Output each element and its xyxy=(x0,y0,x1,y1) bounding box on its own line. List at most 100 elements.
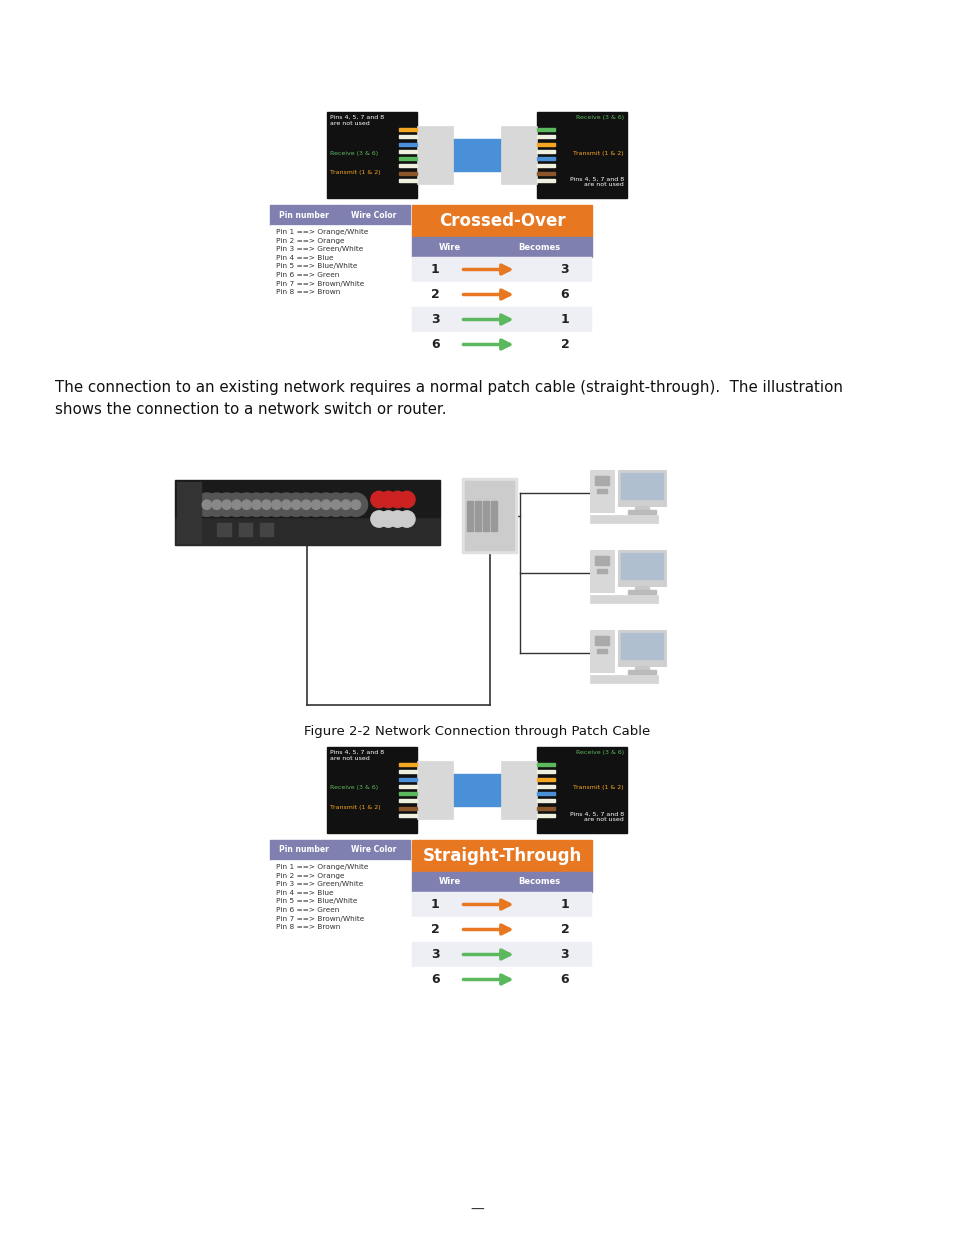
Circle shape xyxy=(314,493,337,516)
Text: 1: 1 xyxy=(560,312,569,326)
Bar xyxy=(398,149,416,153)
Circle shape xyxy=(389,511,405,527)
Bar xyxy=(398,771,416,773)
Bar xyxy=(398,763,416,766)
Text: Pins 4, 5, 7 and 8
are not used: Pins 4, 5, 7 and 8 are not used xyxy=(569,177,623,188)
Circle shape xyxy=(398,492,415,508)
Circle shape xyxy=(331,500,340,509)
Bar xyxy=(475,500,481,531)
Circle shape xyxy=(344,493,367,516)
Bar xyxy=(537,142,555,146)
Bar xyxy=(537,785,555,788)
Bar xyxy=(537,806,555,810)
Bar xyxy=(537,799,555,803)
Text: Transmit (1 & 2): Transmit (1 & 2) xyxy=(573,785,623,790)
Text: 2: 2 xyxy=(560,923,569,936)
Text: 2: 2 xyxy=(431,288,439,301)
Bar xyxy=(618,471,665,506)
Circle shape xyxy=(254,493,278,516)
Text: Pin 1 ==> Orange/White
Pin 2 ==> Orange
Pin 3 ==> Green/White
Pin 4 ==> Blue
Pin: Pin 1 ==> Orange/White Pin 2 ==> Orange … xyxy=(275,864,368,930)
Bar xyxy=(537,792,555,795)
Text: Wire: Wire xyxy=(438,878,460,887)
Bar xyxy=(336,205,410,225)
Bar xyxy=(270,840,336,860)
Bar xyxy=(412,967,592,992)
Text: Transmit (1 & 2): Transmit (1 & 2) xyxy=(573,151,623,156)
Bar xyxy=(416,126,453,184)
Circle shape xyxy=(205,493,228,516)
Bar xyxy=(537,747,626,834)
Bar xyxy=(620,553,662,579)
Bar xyxy=(465,480,514,550)
Bar xyxy=(398,785,416,788)
Text: 3: 3 xyxy=(560,948,569,961)
Bar xyxy=(589,630,614,672)
Text: Transmit (1 & 2): Transmit (1 & 2) xyxy=(330,169,380,174)
Bar xyxy=(336,840,410,860)
Bar xyxy=(589,674,658,683)
Bar xyxy=(327,112,416,198)
Bar xyxy=(270,860,410,1008)
Bar xyxy=(627,671,656,673)
Bar xyxy=(537,157,555,161)
Text: 6: 6 xyxy=(431,338,439,351)
Bar xyxy=(327,747,416,834)
Circle shape xyxy=(301,500,311,509)
Circle shape xyxy=(214,493,238,516)
Text: Pin number: Pin number xyxy=(278,210,328,220)
Text: 2: 2 xyxy=(431,923,439,936)
Text: Pin number: Pin number xyxy=(278,846,328,855)
Bar xyxy=(500,126,537,184)
Bar xyxy=(467,500,473,531)
Bar xyxy=(270,225,410,373)
Bar xyxy=(217,522,232,537)
Circle shape xyxy=(371,492,387,508)
Text: Wire Color: Wire Color xyxy=(351,210,395,220)
Text: Pin 1 ==> Orange/White
Pin 2 ==> Orange
Pin 3 ==> Green/White
Pin 4 ==> Blue
Pin: Pin 1 ==> Orange/White Pin 2 ==> Orange … xyxy=(275,228,368,295)
Bar xyxy=(597,569,606,573)
Text: Pins 4, 5, 7 and 8
are not used: Pins 4, 5, 7 and 8 are not used xyxy=(330,115,384,126)
Text: Wire: Wire xyxy=(438,242,460,252)
Bar xyxy=(589,515,658,522)
Bar xyxy=(537,128,555,131)
Bar xyxy=(238,522,253,537)
Bar xyxy=(597,489,606,493)
Circle shape xyxy=(225,493,248,516)
Bar xyxy=(412,840,592,992)
Text: Pins 4, 5, 7 and 8
are not used: Pins 4, 5, 7 and 8 are not used xyxy=(569,811,623,823)
Bar xyxy=(398,814,416,818)
Circle shape xyxy=(321,500,331,509)
Circle shape xyxy=(294,493,317,516)
Bar xyxy=(398,172,416,175)
Circle shape xyxy=(334,493,357,516)
Bar xyxy=(412,205,592,357)
Bar xyxy=(462,478,517,553)
Text: Wire Color: Wire Color xyxy=(351,846,395,855)
Bar xyxy=(270,205,336,225)
Circle shape xyxy=(232,500,241,509)
Bar xyxy=(412,257,592,282)
Bar xyxy=(174,517,439,545)
Bar xyxy=(412,308,592,332)
Text: Crossed-Over: Crossed-Over xyxy=(438,212,565,230)
Bar xyxy=(487,237,592,257)
Text: Receive (3 & 6): Receive (3 & 6) xyxy=(576,750,623,755)
Circle shape xyxy=(292,500,300,509)
Bar xyxy=(412,205,592,237)
Bar xyxy=(398,792,416,795)
Bar xyxy=(398,135,416,138)
Text: 1: 1 xyxy=(431,263,439,275)
Bar xyxy=(594,556,609,564)
Text: 3: 3 xyxy=(560,263,569,275)
Text: 6: 6 xyxy=(560,288,569,301)
Circle shape xyxy=(264,493,288,516)
Text: The connection to an existing network requires a normal patch cable (straight-th: The connection to an existing network re… xyxy=(55,380,842,416)
Bar xyxy=(634,585,649,590)
Bar xyxy=(398,179,416,182)
Bar xyxy=(537,112,626,198)
Circle shape xyxy=(311,500,320,509)
Bar xyxy=(398,778,416,781)
Circle shape xyxy=(195,493,218,516)
Circle shape xyxy=(324,493,347,516)
Bar xyxy=(634,506,649,510)
